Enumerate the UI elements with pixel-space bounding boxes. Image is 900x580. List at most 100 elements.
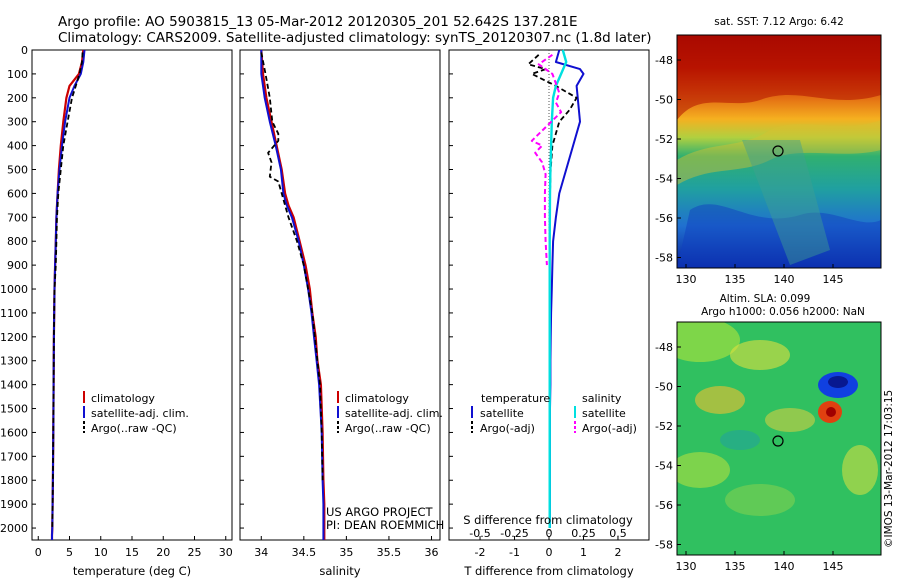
sla-patch bbox=[725, 484, 795, 516]
legend-label-climatology: climatology bbox=[345, 392, 409, 405]
x-tick-label: 34 bbox=[254, 546, 268, 559]
x-tick-label: 10 bbox=[94, 546, 108, 559]
x-tick-label: 35 bbox=[339, 546, 353, 559]
series-line-argo bbox=[527, 54, 578, 242]
series-line-argo bbox=[260, 52, 324, 481]
legend-label-satellite-s: satellite bbox=[582, 407, 626, 420]
y-tick-label: 300 bbox=[7, 116, 28, 129]
difference-top-xlabel: S difference from climatology bbox=[463, 513, 633, 527]
map-y-tick-label: -54 bbox=[655, 460, 673, 473]
top-x-tick-label: 0.5 bbox=[609, 527, 627, 540]
series-line-argo bbox=[51, 52, 84, 529]
salinity-xlabel: salinity bbox=[319, 564, 360, 578]
temperature-panel: 0 5 10 15 20 25 30 bbox=[35, 49, 233, 559]
sla-cold-eddy-core bbox=[828, 376, 848, 388]
top-x-tick-label: -0.5 bbox=[469, 527, 490, 540]
y-tick-label: 1900 bbox=[0, 498, 28, 511]
salinity-panel-frame bbox=[239, 49, 441, 541]
sla-map-title-line1: Altim. SLA: 0.099 bbox=[720, 293, 811, 305]
sla-patch bbox=[695, 386, 745, 414]
difference-xlabel: T difference from climatology bbox=[463, 564, 634, 578]
y-tick-label: 700 bbox=[7, 211, 28, 224]
y-tick-label: 100 bbox=[7, 68, 28, 81]
map-y-tick-label: -58 bbox=[655, 539, 673, 552]
y-tick-label: 500 bbox=[7, 164, 28, 177]
legend-label-argo-t: Argo(-adj) bbox=[480, 422, 535, 435]
x-tick-label: 0 bbox=[35, 546, 42, 559]
map-y-tick-label: -48 bbox=[655, 54, 673, 67]
sst-map-axes: 130 135 140 145 -48 -50 -52 -54 -56 -58 bbox=[655, 54, 843, 286]
map-y-tick-label: -54 bbox=[655, 173, 673, 186]
sla-map-title-line2: Argo h1000: 0.056 h2000: NaN bbox=[701, 306, 865, 318]
map-y-tick-label: -56 bbox=[655, 499, 673, 512]
sla-patch bbox=[765, 408, 815, 432]
y-tick-label: 1200 bbox=[0, 331, 28, 344]
sst-front bbox=[677, 120, 881, 185]
y-tick-label: 600 bbox=[7, 187, 28, 200]
sst-argo-location bbox=[772, 145, 784, 157]
temperature-panel-frame bbox=[31, 49, 233, 541]
y-tick-label: 1300 bbox=[0, 355, 28, 368]
x-tick-label: -1 bbox=[509, 546, 520, 559]
legend-label-satellite: satellite-adj. clim. bbox=[91, 407, 189, 420]
x-tick-label: 30 bbox=[219, 546, 233, 559]
temperature-legend: climatology satellite-adj. clim. Argo(..… bbox=[83, 391, 189, 435]
sla-map-axes: 130 135 140 145 -48 -50 -52 -54 -56 -58 bbox=[655, 341, 843, 573]
map-x-tick-label: 130 bbox=[676, 273, 697, 286]
sla-patch bbox=[730, 340, 790, 370]
x-tick-label: 35.5 bbox=[377, 546, 402, 559]
x-tick-label: 0 bbox=[546, 546, 553, 559]
top-x-tick-label: 0.25 bbox=[571, 527, 596, 540]
y-tick-label: 0 bbox=[21, 44, 28, 57]
series-line-satellite_s bbox=[548, 49, 568, 528]
series-line-satellite bbox=[51, 49, 86, 540]
difference-legend: temperature salinity satellite Argo(-adj… bbox=[471, 392, 637, 435]
sst-map-frame bbox=[676, 34, 882, 269]
x-tick-label: 2 bbox=[614, 546, 621, 559]
y-tick-label: 1600 bbox=[0, 426, 28, 439]
map-x-tick-label: 135 bbox=[725, 273, 746, 286]
map-y-tick-label: -58 bbox=[655, 252, 673, 265]
legend-label-argo: Argo(..raw -QC) bbox=[345, 422, 431, 435]
y-tick-label: 1000 bbox=[0, 283, 28, 296]
legend-label-satellite-t: satellite bbox=[480, 407, 524, 420]
legend-title-salinity: salinity bbox=[582, 392, 622, 405]
map-y-tick-label: -50 bbox=[655, 94, 673, 107]
legend-label-argo: Argo(..raw -QC) bbox=[91, 422, 177, 435]
credit-project: US ARGO PROJECT bbox=[326, 505, 434, 519]
map-y-tick-label: -52 bbox=[655, 420, 673, 433]
legend-label-argo-s: Argo(-adj) bbox=[582, 422, 637, 435]
y-tick-label: 1700 bbox=[0, 450, 28, 463]
y-tick-label: 400 bbox=[7, 140, 28, 153]
sst-map bbox=[677, 35, 881, 268]
y-tick-label: 1500 bbox=[0, 403, 28, 416]
map-y-tick-label: -50 bbox=[655, 381, 673, 394]
sla-patch bbox=[677, 322, 740, 362]
sla-patch bbox=[720, 430, 760, 450]
map-y-tick-label: -56 bbox=[655, 212, 673, 225]
salinity-legend: climatology satellite-adj. clim. Argo(..… bbox=[337, 391, 443, 435]
salinity-panel: 34 34.5 35 35.5 36 bbox=[254, 49, 438, 559]
map-x-tick-label: 145 bbox=[823, 273, 844, 286]
series-line-satellite bbox=[260, 50, 325, 540]
top-x-tick-label: -0.25 bbox=[500, 527, 528, 540]
sla-patch bbox=[842, 445, 878, 495]
series-line-argo_s bbox=[530, 53, 563, 266]
difference-panel: -2 -1 0 1 2 -0.5 -0.25 0 0.25 0.5 bbox=[469, 49, 627, 559]
credit-pi: PI: DEAN ROEMMICH bbox=[326, 518, 444, 532]
sla-argo-location bbox=[772, 435, 784, 447]
sla-patch bbox=[677, 452, 730, 488]
legend-title-temperature: temperature bbox=[481, 392, 550, 405]
y-tick-label: 200 bbox=[7, 92, 28, 105]
y-tick-label: 1400 bbox=[0, 379, 28, 392]
temperature-xlabel: temperature (deg C) bbox=[73, 564, 191, 578]
x-tick-label: 36 bbox=[424, 546, 438, 559]
x-tick-label: -2 bbox=[475, 546, 486, 559]
top-x-tick-label: 0 bbox=[546, 527, 553, 540]
sst-cold-patch bbox=[677, 204, 881, 268]
map-y-tick-label: -52 bbox=[655, 133, 673, 146]
figure-title-line2: Climatology: CARS2009. Satellite-adjuste… bbox=[58, 30, 651, 46]
series-line-satellite bbox=[549, 49, 585, 528]
x-tick-label: 5 bbox=[66, 546, 73, 559]
